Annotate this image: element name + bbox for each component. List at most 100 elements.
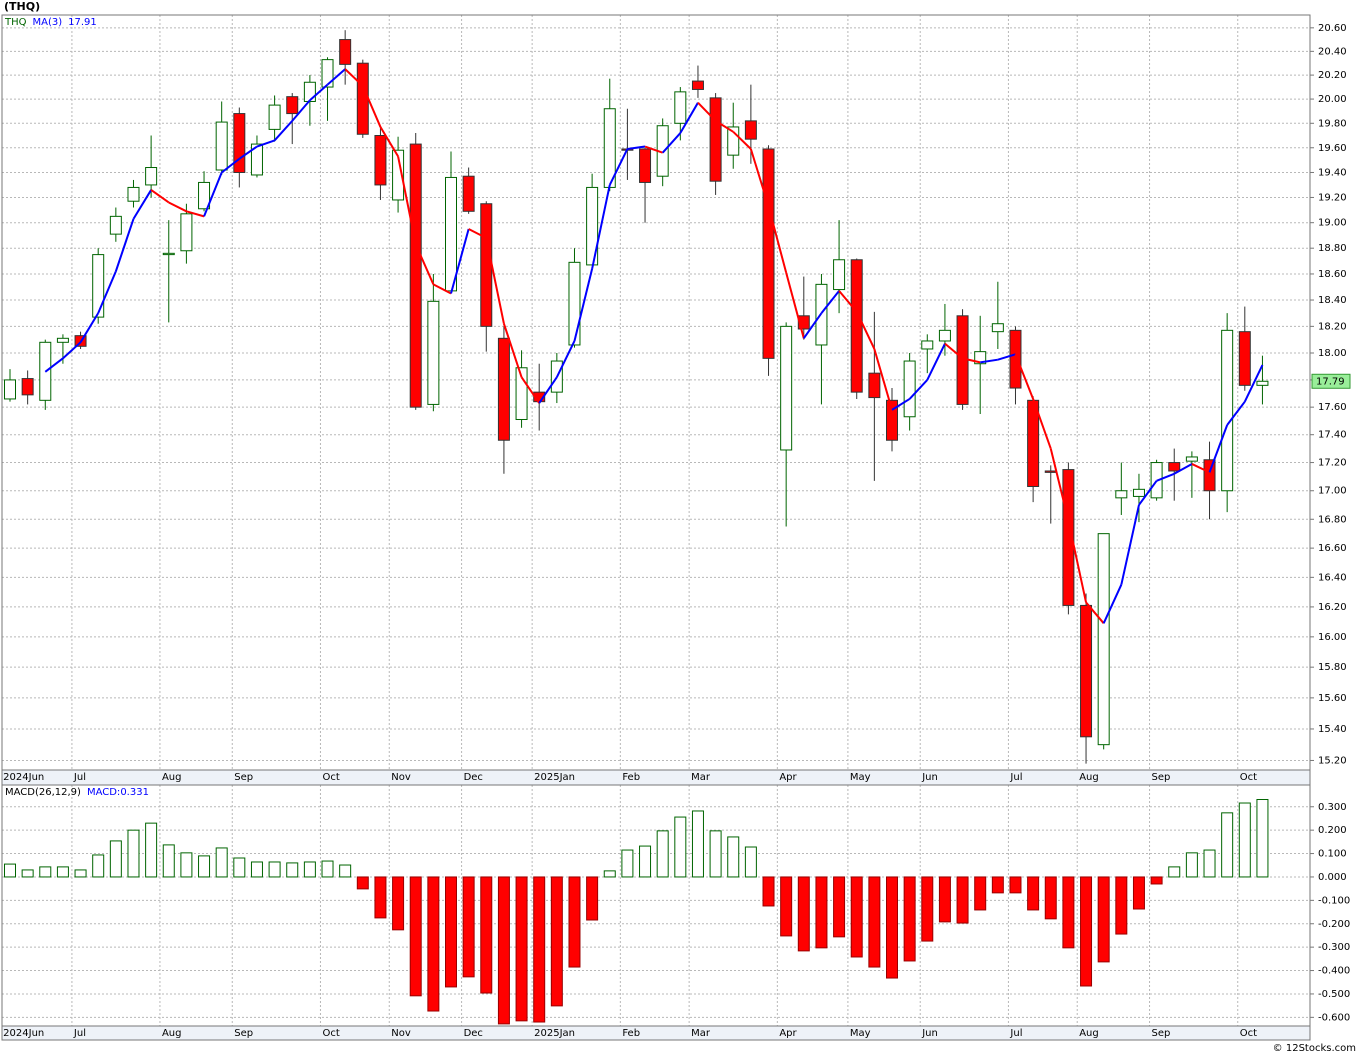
x-axis-strip xyxy=(1,769,1311,786)
macd-bar xyxy=(515,876,528,1022)
macd-bar xyxy=(921,876,934,942)
ma-segment xyxy=(749,148,770,207)
macd-bar xyxy=(286,862,299,878)
y-tick-label: 0.200 xyxy=(1318,825,1347,836)
ma-segment xyxy=(679,102,699,134)
candle-body xyxy=(938,329,951,342)
y-tick-label: 18.00 xyxy=(1318,348,1347,359)
candle-body xyxy=(921,340,934,350)
macd-bar xyxy=(833,876,846,938)
macd-bar xyxy=(233,857,246,878)
ma-segment xyxy=(1014,353,1035,400)
macd-bar xyxy=(145,822,158,878)
x-tick-label: Jul xyxy=(1009,772,1022,783)
candle-body xyxy=(162,252,175,256)
candle-body xyxy=(974,351,987,365)
y-tick-label: 20.60 xyxy=(1318,23,1347,34)
ma-segment xyxy=(767,205,788,273)
ma-segment xyxy=(485,237,505,324)
ma-segment xyxy=(397,156,417,245)
y-tick-label: -0.400 xyxy=(1318,966,1350,977)
macd-bar xyxy=(533,876,546,1023)
ma-segment xyxy=(891,398,911,411)
y-tick-label: -0.100 xyxy=(1318,895,1350,906)
candle-body xyxy=(286,96,299,115)
candle-body xyxy=(1115,490,1128,499)
x-tick-label: Mar xyxy=(691,1028,711,1039)
ma-segment xyxy=(1208,424,1229,473)
candle-body xyxy=(109,215,122,235)
macd-bar xyxy=(797,876,810,952)
macd-bar xyxy=(198,855,211,878)
candle-body xyxy=(268,104,281,130)
y-tick-label: -0.600 xyxy=(1318,1012,1350,1023)
macd-bar xyxy=(1150,876,1163,885)
macd-bar xyxy=(462,876,475,978)
y-tick-label: 0.300 xyxy=(1318,802,1347,813)
ma-segment xyxy=(1191,463,1210,474)
macd-bar xyxy=(1168,866,1181,878)
y-tick-label: 20.20 xyxy=(1318,70,1347,81)
ma-segment xyxy=(62,341,82,360)
y-tick-label: 15.80 xyxy=(1318,662,1347,673)
macd-bar xyxy=(445,876,457,988)
candle-body xyxy=(1238,331,1251,386)
ma-segment xyxy=(273,120,293,142)
candle-body xyxy=(427,300,440,405)
ma-segment xyxy=(855,311,876,350)
x-tick-label: Oct xyxy=(322,1028,339,1039)
macd-bar xyxy=(780,876,793,937)
macd-bar xyxy=(727,836,740,878)
candle-body xyxy=(1097,533,1110,746)
macd-bar xyxy=(109,840,122,878)
y-tick-label: 15.20 xyxy=(1318,755,1347,766)
ma-segment xyxy=(450,228,470,294)
macd-bar xyxy=(321,860,334,878)
ma-segment xyxy=(608,148,629,186)
ma-segment xyxy=(79,312,100,343)
macd-bar xyxy=(39,866,52,878)
macd-bar xyxy=(1097,876,1110,963)
candle-body xyxy=(691,80,704,90)
ma-segment xyxy=(1085,601,1105,624)
ma-segment xyxy=(168,201,187,213)
candle-body xyxy=(233,113,246,173)
ma-segment xyxy=(97,270,117,314)
macd-bar xyxy=(621,849,634,878)
macd-bar xyxy=(497,876,510,1025)
ma-segment xyxy=(1049,448,1070,521)
y-tick-label: 19.60 xyxy=(1318,143,1347,154)
macd-bar xyxy=(21,869,34,878)
ma-segment xyxy=(980,358,998,364)
macd-bar xyxy=(480,876,493,994)
macd-bar xyxy=(180,852,193,878)
legend: THQ MA(3) 17.91 xyxy=(4,17,97,28)
ma-segment xyxy=(644,145,664,154)
x-tick-label: Oct xyxy=(1240,1028,1257,1039)
macd-bar xyxy=(815,876,828,949)
y-tick-label: -0.300 xyxy=(1318,942,1350,953)
candle-body xyxy=(1168,462,1181,472)
candle-body xyxy=(568,261,581,346)
ma-segment xyxy=(502,323,523,378)
ma-segment xyxy=(838,290,858,313)
candle-body xyxy=(780,325,793,451)
y-tick-label: 18.80 xyxy=(1318,243,1347,254)
macd-bar xyxy=(762,876,775,907)
x-tick-label: Nov xyxy=(391,1028,411,1039)
candle-body xyxy=(833,259,846,291)
macd-bar xyxy=(392,876,405,931)
candle-body xyxy=(1132,488,1145,497)
macd-bar xyxy=(639,845,652,878)
x-tick-label: Aug xyxy=(162,1028,182,1039)
macd-bar xyxy=(1185,852,1198,878)
macd-bar xyxy=(1044,876,1057,920)
ma-segment xyxy=(591,184,611,269)
candle-body xyxy=(886,399,898,441)
ma-segment xyxy=(221,158,240,174)
macd-bar xyxy=(603,870,616,878)
ma-segment xyxy=(344,68,364,87)
candle-body xyxy=(215,121,228,171)
